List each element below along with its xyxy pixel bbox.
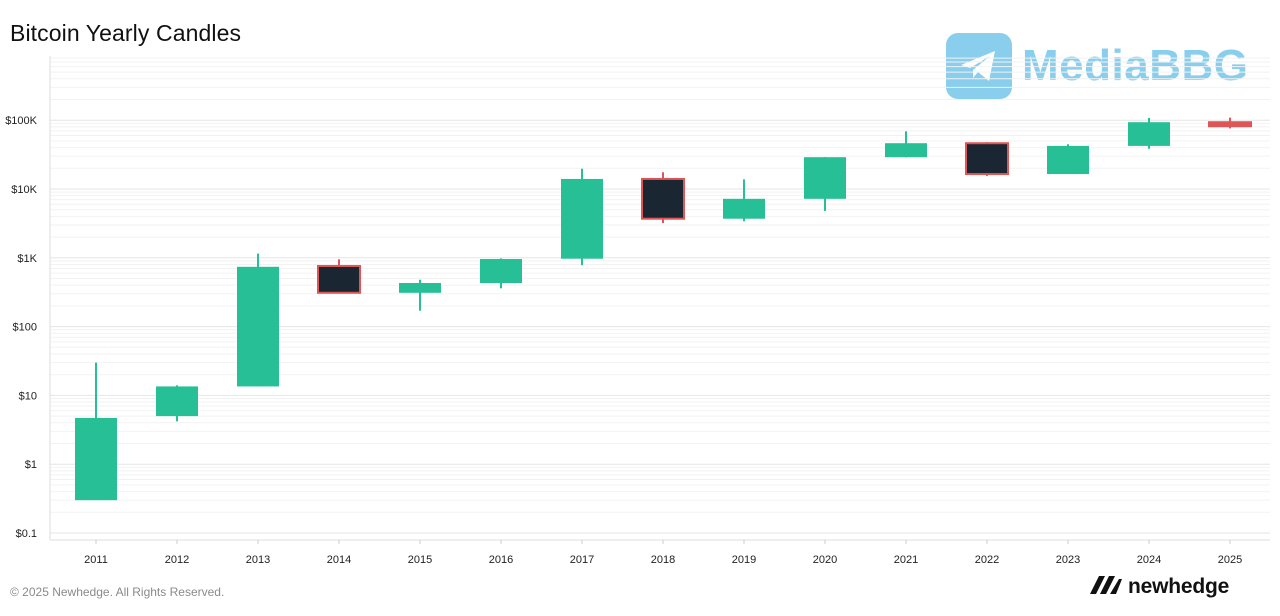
y-tick-label: $100K: [5, 115, 37, 127]
candle-body: [237, 266, 279, 387]
candle-body: [75, 417, 117, 501]
x-tick-label: 2011: [84, 554, 108, 566]
candle-body: [641, 177, 685, 220]
candle-body: [317, 265, 361, 294]
watermark: MediaBBG: [946, 31, 1248, 101]
x-tick-label: 2018: [651, 554, 675, 566]
watermark-text: MediaBBG: [1022, 41, 1249, 90]
candle-body: [723, 198, 765, 219]
y-tick-label: $0.1: [16, 528, 37, 540]
brand-name: newhedge: [1128, 575, 1230, 598]
candle-body: [480, 259, 522, 284]
candle-body: [156, 386, 198, 417]
candle-body: [1047, 145, 1089, 175]
candle-body: [399, 283, 441, 293]
candle-body: [885, 143, 927, 158]
x-tick-label: 2015: [408, 554, 432, 566]
x-tick-label: 2023: [1056, 554, 1080, 566]
candle-body: [1208, 121, 1252, 128]
copyright-text: © 2025 Newhedge. All Rights Reserved.: [10, 585, 225, 599]
newhedge-logo-icon: [1090, 575, 1122, 599]
candle-body: [561, 178, 603, 259]
y-tick-label: $1: [25, 459, 37, 471]
x-tick-label: 2014: [327, 554, 351, 566]
candle-body: [965, 142, 1009, 176]
x-tick-label: 2012: [165, 554, 189, 566]
x-tick-label: 2022: [975, 554, 999, 566]
candle-body: [804, 157, 846, 199]
x-tick-label: 2017: [570, 554, 594, 566]
x-tick-label: 2025: [1218, 554, 1242, 566]
brand-logo[interactable]: newhedge: [1090, 575, 1229, 599]
candle-body: [1128, 122, 1170, 146]
telegram-icon: [946, 33, 1012, 99]
y-tick-label: $1K: [17, 253, 37, 265]
y-tick-label: $10K: [11, 184, 37, 196]
x-tick-label: 2016: [489, 554, 513, 566]
x-tick-label: 2024: [1137, 554, 1161, 566]
x-tick-label: 2013: [246, 554, 270, 566]
y-tick-label: $100: [13, 322, 37, 334]
x-tick-label: 2021: [894, 554, 918, 566]
x-tick-label: 2020: [813, 554, 837, 566]
chart-title: Bitcoin Yearly Candles: [10, 20, 242, 46]
x-tick-label: 2019: [732, 554, 756, 566]
y-tick-label: $10: [19, 390, 37, 402]
